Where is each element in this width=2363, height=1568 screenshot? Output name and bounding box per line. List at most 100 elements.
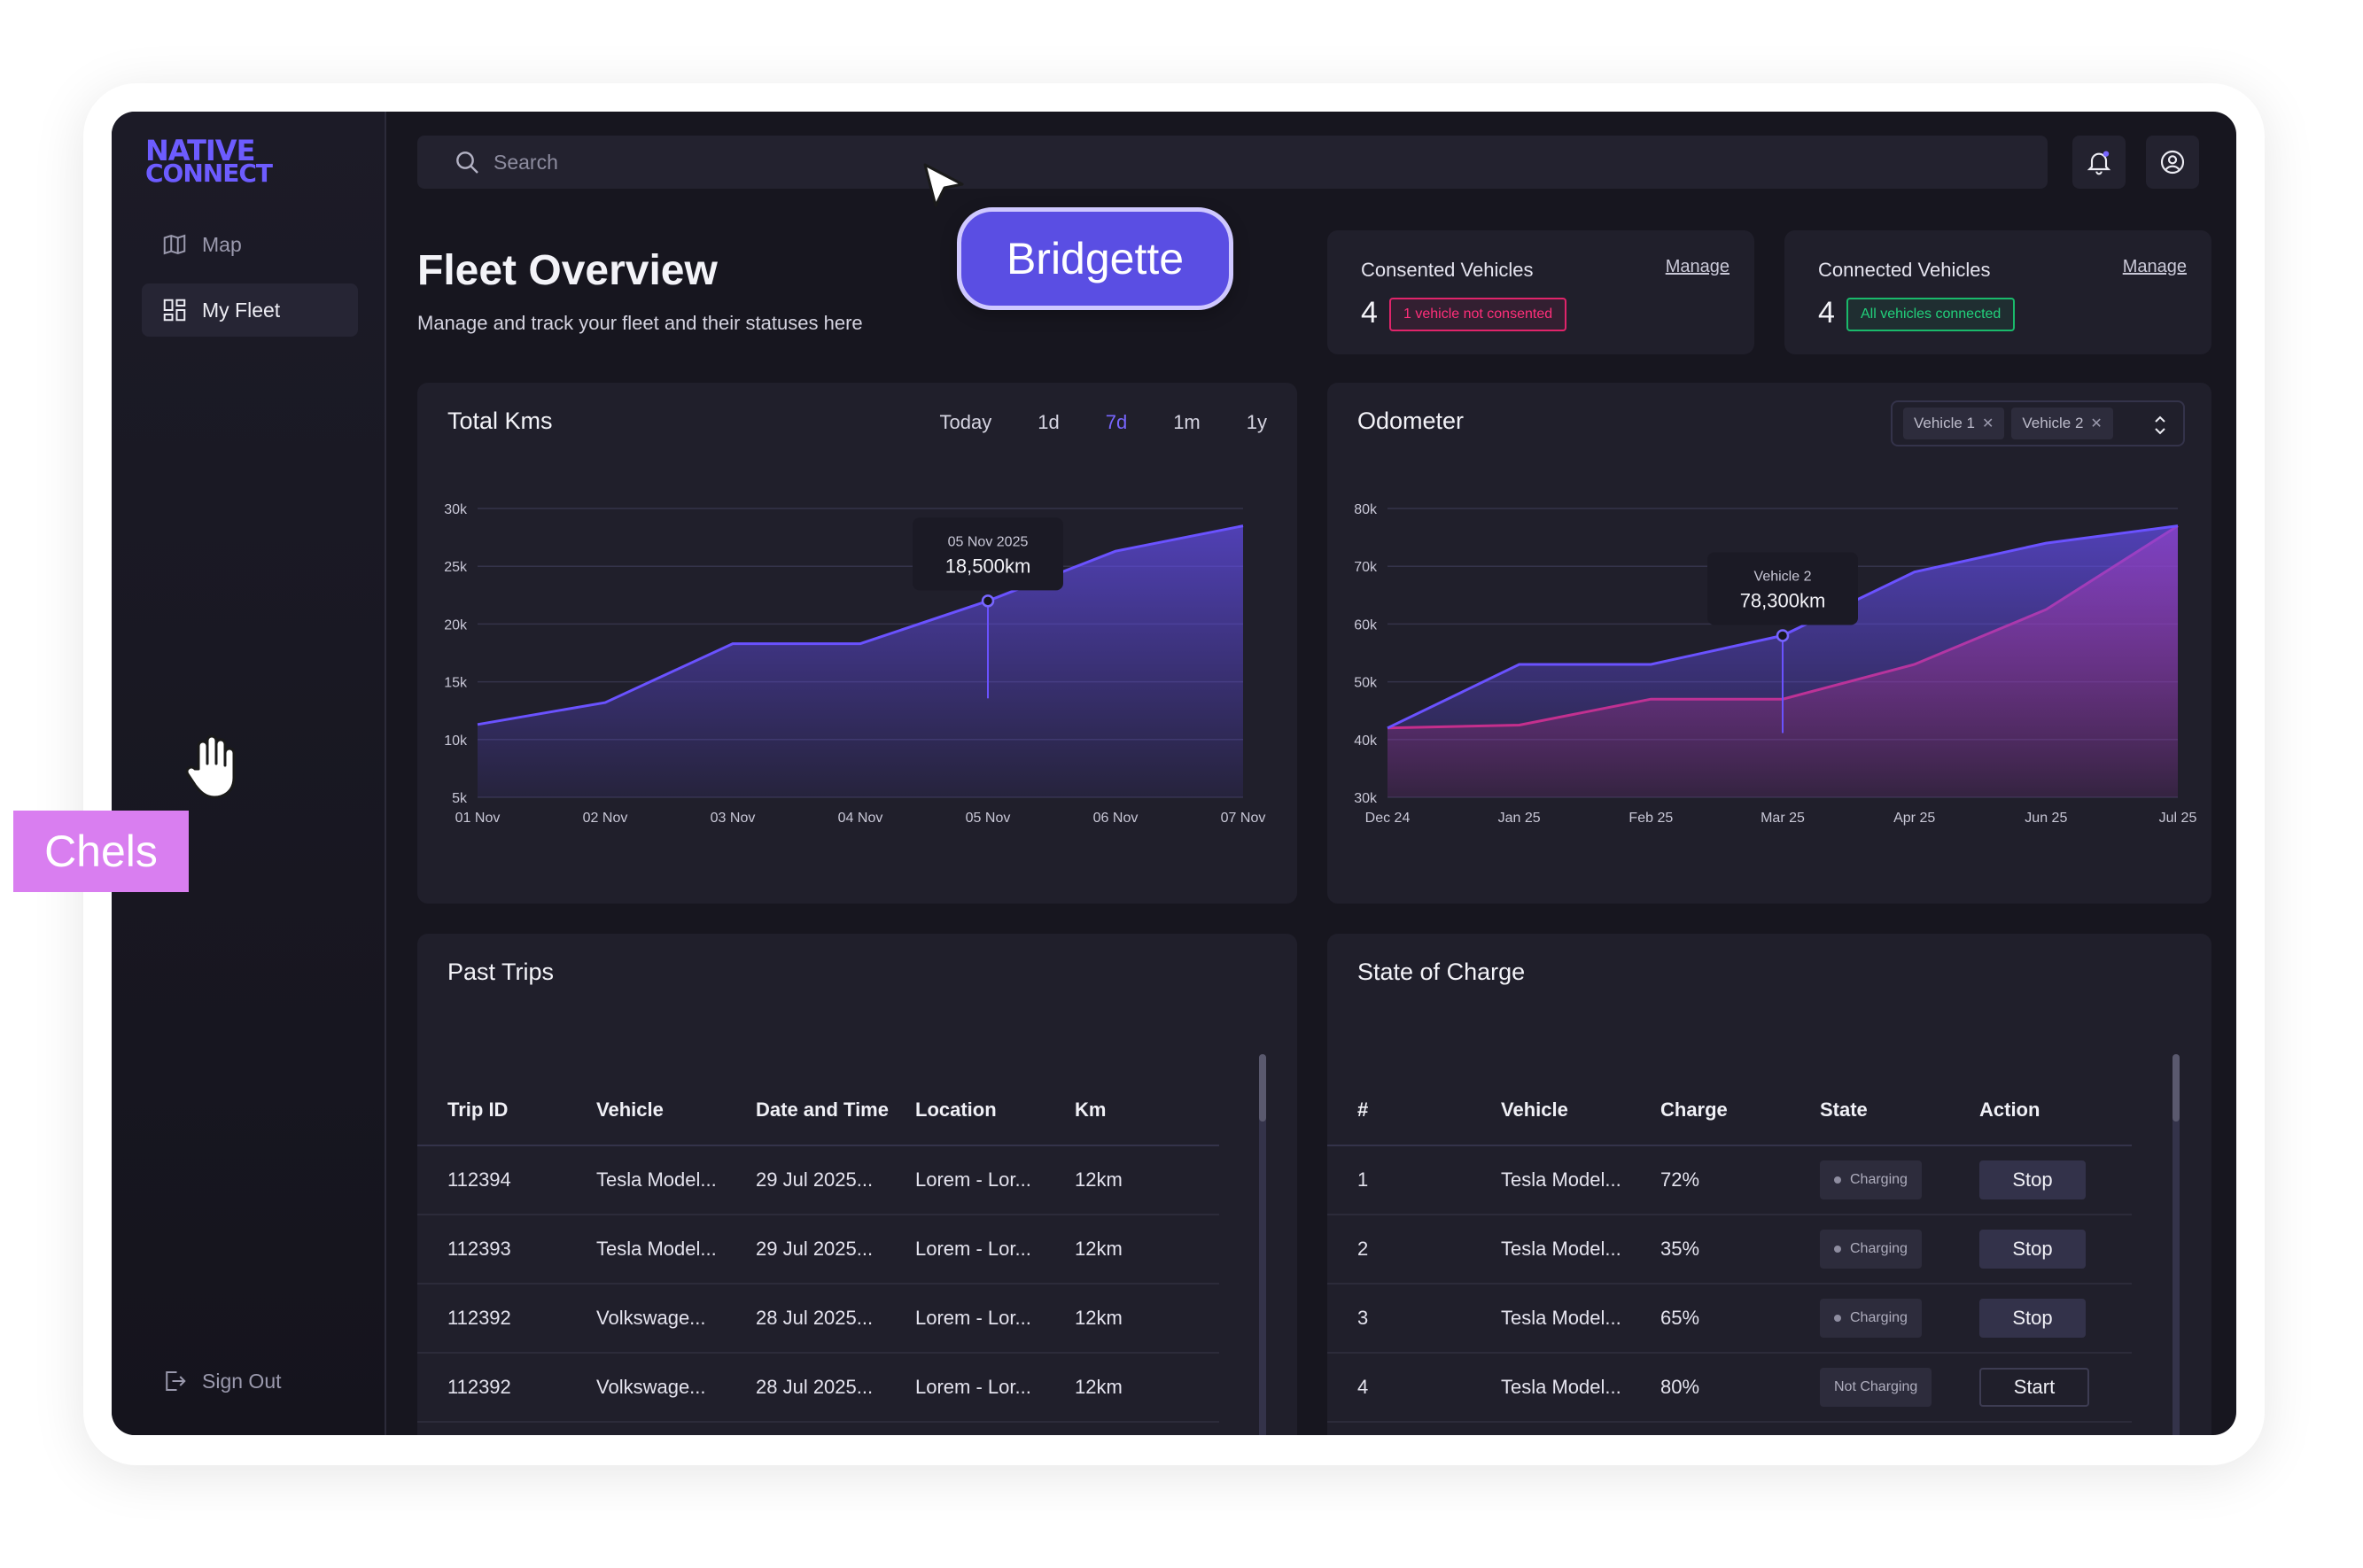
table-cell: Lorem - Lor... (915, 1238, 1031, 1260)
sidebar: NATIVE CONNECT Map My Fleet Sign Out (112, 112, 386, 1435)
table-cell: 112393 (447, 1238, 511, 1260)
table-cell: 4 (1357, 1376, 1369, 1398)
vehicle-select[interactable]: Vehicle 1 ✕ Vehicle 2 ✕ (1891, 400, 2185, 446)
table-row[interactable]: 112393 Tesla Model... 29 Jul 2025... Lorem … (417, 1215, 1219, 1285)
range-tab[interactable]: 1d (1038, 411, 1060, 433)
table-cell: 2 (1357, 1238, 1369, 1260)
column-header: Location (915, 1098, 997, 1121)
column-header: Vehicle (596, 1098, 664, 1121)
scroll-thumb[interactable] (2173, 1054, 2180, 1122)
stop-button[interactable]: Stop (1979, 1299, 2086, 1338)
y-tick-label: 15k (444, 676, 468, 691)
tooltip-value: 18,500km (945, 555, 1031, 577)
sidebar-item-map[interactable]: Map (142, 218, 358, 271)
scrollbar[interactable] (1259, 1054, 1266, 1435)
status-label: Charging (1850, 1241, 1908, 1256)
y-tick-label: 30k (1354, 791, 1378, 806)
table-row[interactable]: 1 Tesla Model... 72% Charging Stop (1327, 1146, 2132, 1215)
x-tick-label: Mar 25 (1761, 811, 1805, 826)
table-cell: Tesla Model... (1501, 1307, 1621, 1329)
range-tab[interactable]: 1m (1173, 411, 1201, 433)
stop-button[interactable]: Stop (1979, 1230, 2086, 1269)
notifications-button[interactable] (2072, 136, 2126, 189)
map-icon (163, 234, 186, 255)
table-cell: Tesla Model... (596, 1238, 717, 1260)
column-header: Vehicle (1501, 1098, 1568, 1121)
collaborator-tag-chels: Chels (13, 811, 189, 892)
start-button[interactable]: Start (1979, 1368, 2089, 1407)
status-label: Charging (1850, 1310, 1908, 1325)
x-tick-label: Dec 24 (1365, 811, 1411, 826)
vehicle-chip[interactable]: Vehicle 1 ✕ (1903, 408, 2005, 439)
table-cell: 112394 (447, 1168, 511, 1191)
vehicle-chip[interactable]: Vehicle 2 ✕ (2011, 408, 2113, 439)
sidebar-item-label: My Fleet (202, 298, 281, 322)
card-title: Total Kms (447, 408, 553, 434)
column-header: Trip ID (447, 1098, 509, 1121)
x-tick-label: Jul 25 (2159, 811, 2197, 826)
tooltip-label: 05 Nov 2025 (948, 534, 1029, 549)
table-cell: 12km (1075, 1168, 1123, 1191)
table-cell: 72% (1660, 1168, 1700, 1191)
card-title: Past Trips (447, 959, 555, 985)
y-tick-label: 10k (444, 734, 468, 749)
y-tick-label: 5k (452, 791, 468, 806)
column-header: Charge (1660, 1098, 1728, 1121)
tooltip-value: 78,300km (1740, 589, 1826, 611)
status-badge: Charging (1820, 1230, 1922, 1269)
range-tab[interactable]: 7d (1105, 411, 1128, 433)
table-row[interactable]: 112394 Tesla Model... 29 Jul 2025... Lorem … (417, 1146, 1219, 1215)
range-tab[interactable]: Today (939, 411, 992, 433)
column-header: # (1357, 1098, 1369, 1121)
table-row[interactable]: 112392Tesla Model...28 Jul 2025...Lorem … (417, 1423, 1219, 1435)
close-icon[interactable]: ✕ (1982, 416, 1994, 431)
close-icon[interactable]: ✕ (2090, 416, 2103, 431)
table-row[interactable]: 2 Tesla Model... 35% Charging Stop (1327, 1215, 2132, 1285)
search-icon (456, 151, 478, 174)
hand-cursor-icon (185, 734, 236, 799)
table-row[interactable]: 112392 Volkswage... 28 Jul 2025... Lorem - … (417, 1354, 1219, 1423)
profile-button[interactable] (2146, 136, 2199, 189)
stop-button[interactable]: Stop (1979, 1160, 2086, 1199)
table-cell: 65% (1660, 1307, 1700, 1329)
highlight-point (981, 594, 995, 608)
past-trips-table: Trip ID Vehicle Date and Time Location Km 112… (417, 1075, 1219, 1435)
scrollbar[interactable] (2173, 1054, 2180, 1435)
table-cell: Stop (1949, 1230, 2132, 1269)
table-cell: Lorem - Lor... (915, 1168, 1031, 1191)
y-tick-label: 30k (444, 502, 468, 517)
card-title: State of Charge (1357, 959, 1526, 985)
range-tab[interactable]: 1y (1246, 411, 1267, 433)
sign-out-button[interactable]: Sign Out (161, 1368, 282, 1394)
chevron-up-down-icon[interactable] (2151, 413, 2169, 438)
x-tick-label: Apr 25 (1893, 811, 1935, 826)
table-row[interactable]: 112392 Volkswage... 28 Jul 2025... Lorem - … (417, 1285, 1219, 1354)
dot-icon (1834, 1315, 1841, 1322)
y-tick-label: 60k (1354, 617, 1378, 633)
bell-icon (2087, 151, 2111, 175)
sidebar-item-my-fleet[interactable]: My Fleet (142, 283, 358, 337)
scroll-thumb[interactable] (1259, 1054, 1266, 1122)
brand-logo[interactable]: NATIVE CONNECT (145, 136, 278, 186)
search-input[interactable]: Search (417, 136, 2048, 189)
collaborator-tag-bridgette: Bridgette (957, 207, 1233, 310)
state-of-charge-card: State of Charge # Vehicle Charge State Actio… (1327, 934, 2211, 1435)
table-cell: Stop (1949, 1299, 2132, 1338)
arrow-cursor-icon (923, 163, 964, 207)
stat-value: 4 (1361, 296, 1378, 330)
manage-consented-link[interactable]: Manage (1665, 257, 1729, 276)
x-tick-label: Jun 25 (2025, 811, 2067, 826)
table-cell: Tesla Model... (1501, 1376, 1621, 1398)
tooltip-label: Vehicle 2 (1754, 569, 1812, 584)
status-badge: All vehicles connected (1846, 298, 2016, 331)
series-area (478, 525, 1243, 797)
manage-connected-link[interactable]: Manage (2122, 257, 2187, 276)
table-row[interactable]: 3 Tesla Model... 65% Charging Stop (1327, 1285, 2132, 1354)
chip-label: Vehicle 2 (2022, 415, 2084, 431)
table-cell: 29 Jul 2025... (756, 1168, 874, 1191)
dot-icon (1834, 1176, 1841, 1184)
stat-label: Consented Vehicles (1361, 259, 1534, 281)
table-cell: 3 (1357, 1307, 1369, 1329)
